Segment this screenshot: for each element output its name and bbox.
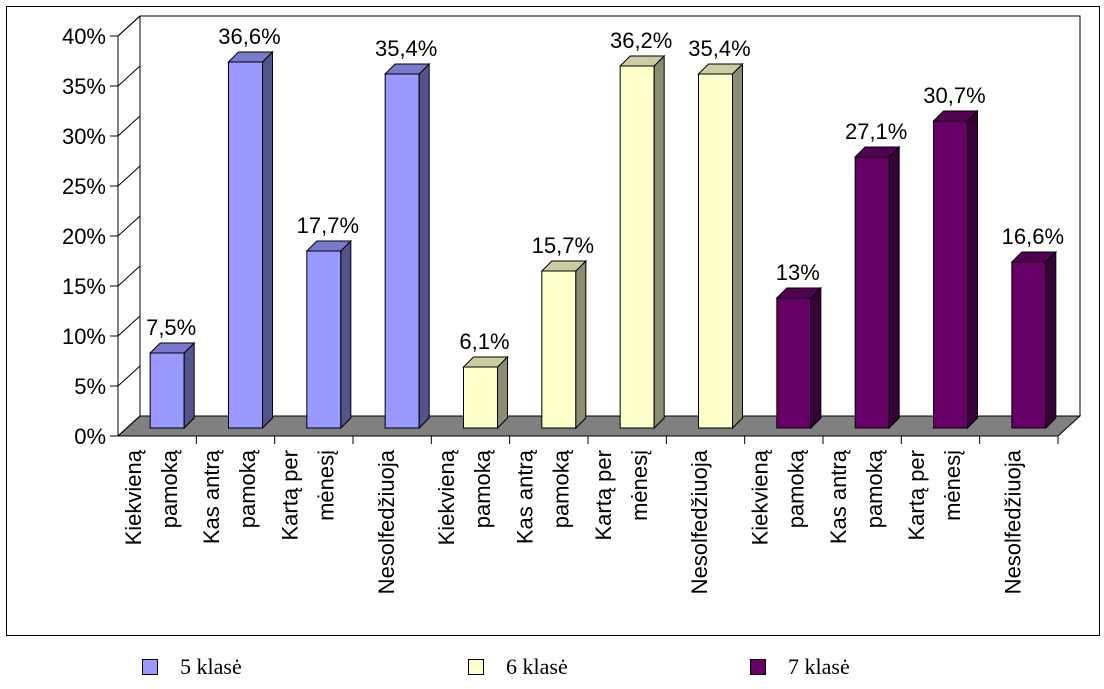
data-label: 17,7% [297, 213, 359, 238]
bar-side [575, 259, 587, 430]
category-label: Kiekvieną [748, 449, 773, 545]
category-label: Kartą per [904, 450, 929, 541]
bar-side [418, 62, 430, 430]
y-tick-label: 0% [74, 424, 106, 449]
y-tick-label: 10% [62, 324, 106, 349]
y-tick-label: 5% [74, 374, 106, 399]
y-tick-diagonal [117, 65, 141, 87]
bar-side [653, 54, 665, 430]
legend-label-7-klase: 7 klasė [788, 654, 850, 679]
bar [619, 65, 655, 429]
category-label: Kiekvieną [121, 449, 146, 545]
category-label: pamoką [157, 449, 182, 528]
bar-side [262, 50, 273, 430]
bar [541, 270, 577, 429]
data-label: 27,1% [845, 119, 907, 144]
bar [463, 366, 498, 429]
data-label: 7,5% [146, 315, 196, 340]
legend-swatch-7-klase [750, 659, 766, 675]
y-tick-diagonal [117, 165, 141, 187]
category-label: Kas antrą [826, 449, 851, 544]
category-label: Kas antrą [513, 449, 538, 544]
bar [384, 73, 420, 429]
y-tick-label: 30% [62, 124, 106, 149]
bar-top [853, 146, 901, 158]
y-tick-label: 25% [62, 174, 106, 199]
category-label: mėnesį [940, 450, 965, 521]
bar-top [383, 63, 431, 75]
y-tick-label: 40% [62, 24, 106, 49]
category-label: Kas antrą [199, 449, 224, 544]
y-tick-label: 35% [62, 74, 106, 99]
category-label: pamoką [470, 449, 495, 528]
bar-top [697, 63, 744, 75]
bar [149, 352, 185, 429]
bar-side [1045, 250, 1057, 430]
data-label: 35,4% [375, 36, 437, 61]
bar-top [775, 287, 823, 299]
category-label: mėnesį [627, 450, 652, 521]
legend-swatch-5-klase [142, 659, 158, 675]
bar-top [932, 110, 979, 122]
bar-top [305, 240, 353, 252]
bar-side [732, 62, 743, 430]
category-label: pamoką [784, 449, 809, 528]
bar-top [618, 55, 666, 67]
y-tick-label: 20% [62, 224, 106, 249]
category-label: Nesolfedžiuoja [374, 449, 399, 594]
bar-side [888, 145, 900, 430]
category-label: Kartą per [591, 450, 616, 541]
bar-top [227, 51, 274, 63]
bar-chart: 0% 5% 10% 15% 20% 25% 30% 35% 40% 7,5% Kiekvieną pa… [62, 15, 1082, 594]
legend-label-6-klase: 6 klasė [506, 654, 568, 679]
bar-top [148, 342, 196, 354]
bar [776, 297, 812, 429]
bar-side [183, 341, 195, 430]
data-label: 36,6% [218, 24, 280, 49]
category-label: pamoką [235, 449, 260, 528]
data-label: 16,6% [1002, 224, 1064, 249]
category-label: Nesolfedžiuoja [687, 449, 712, 594]
bar [228, 61, 263, 429]
legend-item-6-klase: 6 klasė [468, 654, 568, 680]
data-label: 30,7% [923, 83, 985, 108]
legend-label-5-klase: 5 klasė [180, 654, 242, 679]
bar-side [967, 109, 978, 430]
bar-side [497, 355, 508, 430]
category-label: Kartą per [278, 450, 303, 541]
legend-item-7-klase: 7 klasė [750, 654, 850, 680]
category-label: pamoką [862, 449, 887, 528]
y-tick-diagonal [117, 215, 141, 237]
bar [306, 250, 342, 429]
bar-top [1010, 251, 1058, 263]
y-tick-diagonal [117, 365, 141, 387]
category-label: Nesolfedžiuoja [1001, 449, 1026, 594]
legend: 5 klasė 6 klasė 7 klasė [0, 648, 1104, 688]
y-tick-diagonal [117, 265, 141, 287]
legend-item-5-klase: 5 klasė [142, 654, 242, 680]
bar-side [810, 286, 822, 430]
category-label: mėnesį [314, 450, 339, 521]
y-tick-diagonal [117, 15, 141, 37]
bar-side [340, 239, 352, 430]
y-tick-diagonal [117, 315, 141, 337]
category-label: pamoką [549, 449, 574, 528]
category-label: Kiekvieną [434, 449, 459, 545]
y-tick-diagonal [117, 115, 141, 137]
bar-top [462, 356, 509, 368]
data-label: 15,7% [532, 233, 594, 258]
legend-swatch-6-klase [468, 659, 484, 675]
bar [854, 156, 890, 429]
bar [698, 73, 733, 429]
data-label: 13% [776, 260, 820, 285]
bar [933, 120, 968, 429]
y-tick-diagonal [117, 415, 141, 437]
y-tick-label: 15% [62, 274, 106, 299]
data-label: 6,1% [459, 329, 509, 354]
data-label: 35,4% [688, 36, 750, 61]
bar-top [540, 260, 588, 272]
data-label: 36,2% [610, 28, 672, 53]
bar [1011, 261, 1047, 429]
